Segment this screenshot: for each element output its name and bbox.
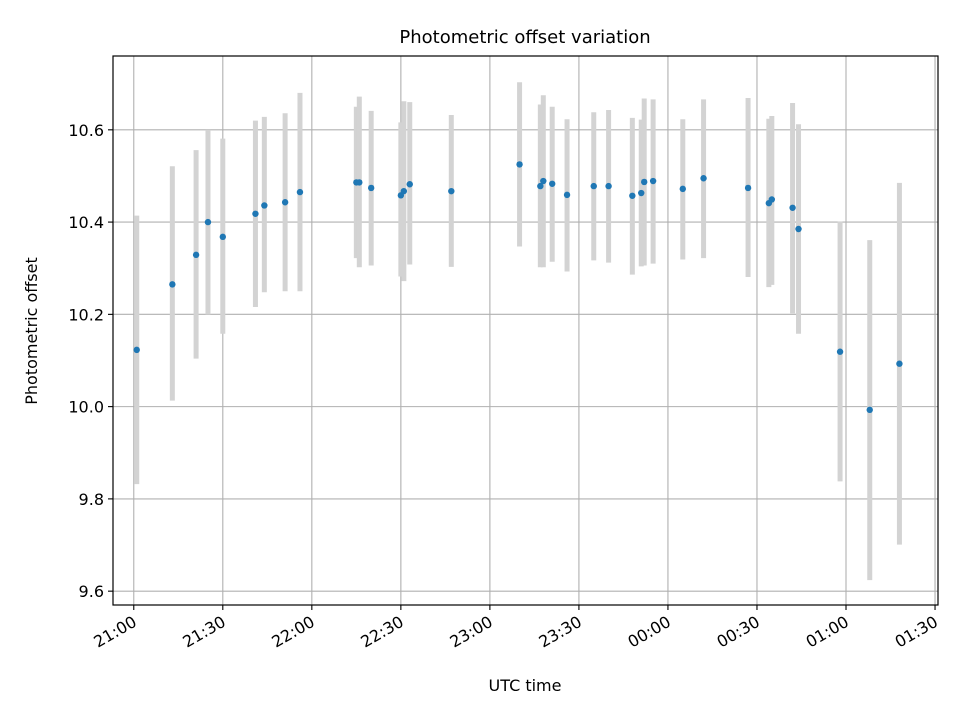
data-point [700, 175, 707, 182]
data-point [516, 161, 523, 168]
data-point [133, 346, 140, 354]
data-point [400, 187, 408, 195]
data-point [367, 184, 375, 192]
y-axis-label: Photometric offset [22, 257, 41, 405]
x-tick-label: 22:30 [357, 612, 406, 652]
data-point [252, 210, 259, 217]
data-points [133, 161, 903, 414]
data-point [537, 182, 544, 190]
grid [113, 56, 938, 605]
x-tick-label: 00:00 [625, 612, 674, 652]
data-point [638, 189, 645, 197]
y-axis-ticks: 9.6 9.8 10.0 10.2 10.4 10.6 [68, 121, 113, 601]
x-tick-label: 01:00 [803, 612, 852, 652]
data-point [549, 180, 556, 187]
data-point [795, 225, 802, 233]
data-point [540, 177, 547, 185]
y-tick-label: 10.0 [68, 398, 104, 417]
x-tick-label: 21:00 [90, 612, 139, 652]
y-tick-label: 9.6 [79, 582, 104, 601]
data-point [679, 185, 686, 193]
data-point [192, 251, 200, 259]
plot-background [113, 56, 938, 605]
data-point [219, 233, 227, 241]
x-tick-label: 23:00 [446, 612, 495, 652]
data-point [629, 192, 636, 199]
data-point [605, 182, 612, 190]
data-point [744, 184, 752, 192]
data-point [356, 179, 363, 186]
y-tick-label: 9.8 [79, 490, 104, 509]
data-point [261, 202, 268, 209]
x-tick-label: 01:30 [892, 612, 941, 652]
data-point [836, 348, 844, 355]
data-point [590, 182, 597, 190]
x-tick-label: 22:00 [268, 612, 317, 652]
y-tick-label: 10.2 [68, 305, 104, 324]
data-point [281, 199, 289, 206]
data-point [563, 191, 571, 199]
data-point [204, 218, 212, 226]
data-point [866, 406, 873, 414]
data-point [896, 360, 903, 367]
data-point [406, 181, 413, 188]
x-axis-label: UTC time [489, 676, 562, 695]
y-tick-label: 10.6 [68, 121, 104, 140]
y-tick-label: 10.4 [68, 213, 104, 232]
x-tick-label: 23:30 [535, 612, 584, 652]
x-tick-label: 00:30 [714, 612, 763, 652]
data-point [641, 178, 648, 186]
data-point [768, 196, 776, 203]
chart-title: Photometric offset variation [399, 27, 650, 48]
data-point [169, 281, 176, 288]
data-point [649, 177, 657, 185]
data-point [296, 188, 304, 196]
x-axis-ticks: 21:00 21:30 22:00 22:30 23:00 23:30 00:00 00:30… [90, 605, 941, 652]
x-tick-label: 21:30 [179, 612, 228, 652]
plot-frame [112, 55, 939, 606]
data-point [789, 204, 796, 211]
data-point [448, 187, 455, 195]
